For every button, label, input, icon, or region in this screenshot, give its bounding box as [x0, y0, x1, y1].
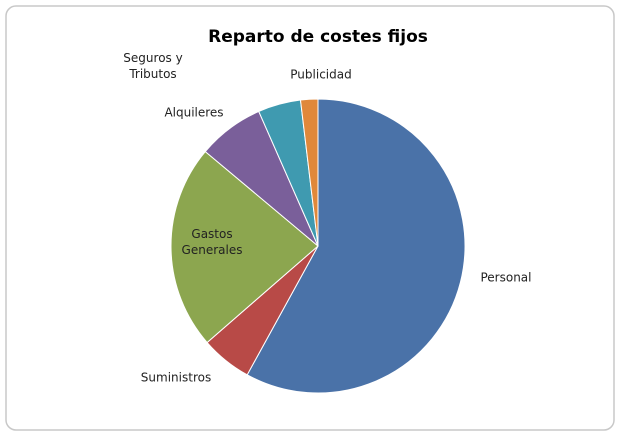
- slice-label: Gastos Generales: [182, 227, 243, 257]
- pie-slice: [170, 150, 319, 344]
- slice-label: Suministros: [141, 371, 211, 385]
- slice-label: Alquileres: [164, 106, 223, 120]
- pie-slice: [246, 98, 466, 394]
- pie-slice: [299, 98, 319, 247]
- slice-label: Publicidad: [290, 68, 351, 82]
- slice-label: Seguros y Tributos: [123, 51, 182, 81]
- chart-title: Reparto de costes fijos: [208, 27, 428, 47]
- slice-label: Personal: [480, 271, 531, 285]
